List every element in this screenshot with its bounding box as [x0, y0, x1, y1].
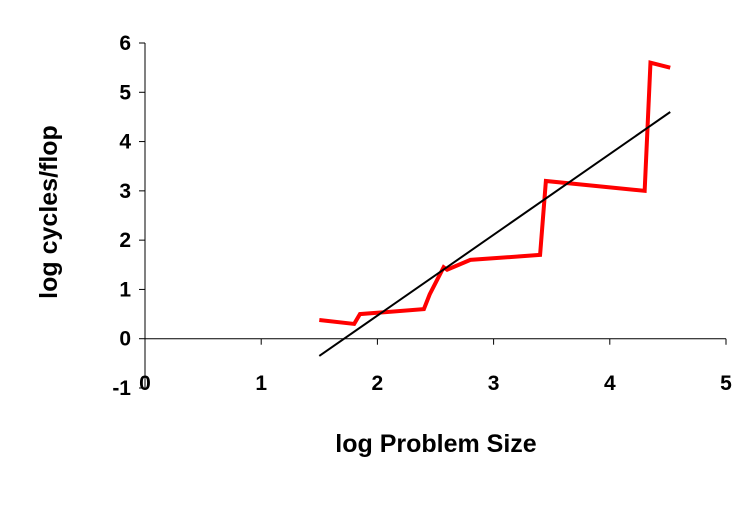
y-tick-label: 4 [119, 131, 131, 154]
y-tick-label: -1 [112, 377, 131, 400]
trend-line [318, 111, 671, 357]
y-tick-label: 5 [119, 81, 131, 104]
x-axis-ticks: 0 1 2 3 4 5 [139, 338, 732, 395]
y-tick-label: 1 [119, 278, 131, 301]
y-axis-ticks: -1 0 1 2 3 4 5 6 [112, 32, 145, 400]
y-tick-label: 3 [119, 180, 131, 203]
y-tick-label: 6 [119, 32, 131, 55]
y-axis-title: log cycles/flop [35, 125, 63, 299]
x-tick-label: 3 [488, 372, 500, 395]
x-tick-label: 4 [604, 372, 616, 395]
series-layer [318, 60, 671, 357]
y-tick-label: 0 [119, 328, 131, 351]
x-tick-label: 5 [720, 372, 732, 395]
x-tick-label: 1 [255, 372, 267, 395]
x-tick-label: 2 [372, 372, 384, 395]
x-axis-title: log Problem Size [335, 430, 537, 458]
data-series-line [319, 60, 671, 327]
axes: 0 1 2 3 4 5 -1 0 1 2 3 4 5 6 [112, 32, 732, 400]
x-tick-label: 0 [139, 372, 151, 395]
y-tick-label: 2 [119, 229, 131, 252]
